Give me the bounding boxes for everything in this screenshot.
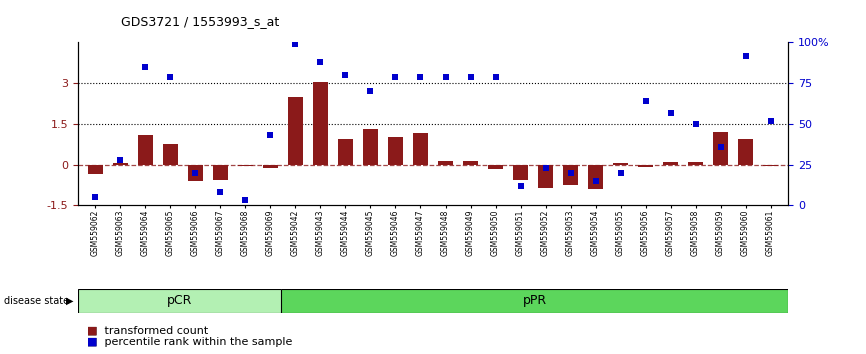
- Point: [263, 132, 277, 138]
- Point: [238, 198, 252, 203]
- Text: GDS3721 / 1553993_s_at: GDS3721 / 1553993_s_at: [121, 15, 280, 28]
- Point: [463, 74, 477, 80]
- Bar: [138, 135, 153, 165]
- Bar: [388, 137, 403, 165]
- Bar: [363, 129, 378, 165]
- Text: ▶: ▶: [66, 296, 74, 306]
- Bar: [88, 165, 103, 174]
- Bar: [188, 165, 203, 181]
- Point: [313, 59, 327, 65]
- Bar: [563, 165, 578, 185]
- Bar: [688, 162, 703, 165]
- Point: [663, 110, 677, 115]
- Bar: [588, 165, 603, 189]
- Bar: [263, 165, 278, 168]
- Point: [164, 74, 178, 80]
- Bar: [113, 163, 128, 165]
- Point: [614, 170, 628, 176]
- Point: [488, 74, 502, 80]
- Bar: [738, 139, 753, 165]
- Point: [139, 64, 152, 70]
- Bar: [713, 132, 728, 165]
- Bar: [338, 139, 353, 165]
- Text: pPR: pPR: [522, 295, 546, 307]
- Point: [88, 194, 102, 200]
- Bar: [638, 165, 653, 167]
- FancyBboxPatch shape: [78, 289, 281, 313]
- Text: disease state: disease state: [4, 296, 69, 306]
- Bar: [538, 165, 553, 188]
- Bar: [663, 162, 678, 165]
- Bar: [313, 82, 328, 165]
- Text: ■  transformed count: ■ transformed count: [87, 326, 208, 336]
- Point: [389, 74, 403, 80]
- FancyBboxPatch shape: [281, 289, 788, 313]
- Text: pCR: pCR: [166, 295, 192, 307]
- Bar: [213, 165, 228, 179]
- Text: ■: ■: [87, 337, 98, 347]
- Point: [288, 41, 302, 47]
- Bar: [488, 165, 503, 169]
- Point: [564, 170, 578, 176]
- Point: [539, 165, 553, 171]
- Bar: [413, 133, 428, 165]
- Bar: [438, 161, 453, 165]
- Bar: [513, 165, 528, 179]
- Point: [113, 157, 127, 162]
- Bar: [163, 144, 178, 165]
- Bar: [238, 165, 253, 166]
- Text: ■  percentile rank within the sample: ■ percentile rank within the sample: [87, 337, 292, 347]
- Point: [514, 183, 527, 189]
- Point: [714, 144, 727, 149]
- Point: [739, 53, 753, 58]
- Point: [414, 74, 428, 80]
- Bar: [463, 161, 478, 165]
- Point: [339, 72, 352, 78]
- Bar: [763, 165, 778, 166]
- Point: [688, 121, 702, 127]
- Bar: [613, 163, 628, 165]
- Text: ■: ■: [87, 326, 98, 336]
- Point: [764, 118, 778, 124]
- Point: [438, 74, 452, 80]
- Bar: [288, 97, 303, 165]
- Point: [638, 98, 652, 104]
- Point: [364, 88, 378, 94]
- Point: [214, 189, 228, 195]
- Point: [189, 170, 203, 176]
- Point: [589, 178, 603, 184]
